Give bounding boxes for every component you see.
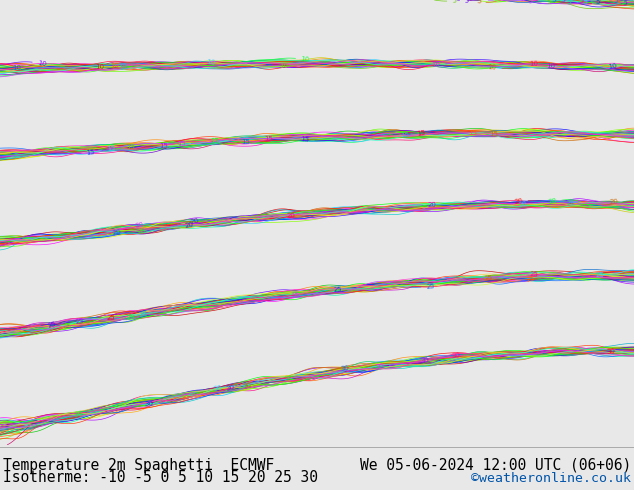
Text: 10: 10 (301, 56, 310, 63)
Text: 20: 20 (184, 221, 194, 229)
Text: ©weatheronline.co.uk: ©weatheronline.co.uk (471, 471, 631, 485)
Text: 10: 10 (206, 59, 216, 66)
Text: 10: 10 (12, 65, 21, 71)
Text: 20: 20 (112, 229, 121, 236)
Text: 15: 15 (107, 145, 116, 152)
Text: 30: 30 (451, 352, 461, 359)
Text: 10: 10 (546, 63, 555, 70)
Text: 20: 20 (566, 200, 575, 206)
Text: 20: 20 (514, 198, 523, 205)
Text: 5: 5 (615, 0, 620, 6)
Text: 15: 15 (417, 130, 426, 137)
Text: 10: 10 (119, 63, 129, 71)
Text: 25: 25 (126, 314, 136, 321)
Text: 30: 30 (420, 357, 430, 364)
Text: 25: 25 (426, 283, 435, 290)
Text: 15: 15 (241, 139, 250, 145)
Text: 30: 30 (340, 365, 350, 372)
Text: 15: 15 (468, 130, 477, 136)
Text: 25: 25 (292, 292, 301, 299)
Text: 5: 5 (595, 0, 600, 5)
Text: 5: 5 (560, 0, 566, 4)
Text: 10: 10 (431, 61, 441, 68)
Text: 25: 25 (333, 286, 342, 293)
Text: 25: 25 (47, 321, 57, 329)
Text: 10: 10 (37, 60, 47, 68)
Text: 5: 5 (623, 0, 628, 6)
Text: 5: 5 (583, 0, 588, 6)
Text: 15: 15 (301, 136, 310, 143)
Text: 25: 25 (107, 315, 115, 320)
Text: 20: 20 (609, 199, 619, 205)
Text: 20: 20 (135, 222, 145, 229)
Text: 30: 30 (284, 375, 294, 382)
Text: We 05-06-2024 12:00 UTC (06+06): We 05-06-2024 12:00 UTC (06+06) (359, 458, 631, 472)
Text: 5: 5 (476, 0, 481, 5)
Text: 25: 25 (63, 322, 72, 330)
Text: 5: 5 (579, 0, 584, 4)
Text: 15: 15 (400, 132, 410, 139)
Text: 5: 5 (621, 0, 626, 4)
Text: 10: 10 (110, 63, 119, 69)
Text: 30: 30 (180, 393, 190, 402)
Text: 30: 30 (73, 410, 83, 418)
Text: 10: 10 (279, 63, 288, 69)
Text: 15: 15 (159, 143, 168, 149)
Text: 20: 20 (137, 227, 146, 235)
Text: 20: 20 (547, 198, 557, 205)
Text: 20: 20 (286, 213, 295, 219)
Text: 5: 5 (614, 0, 618, 4)
Text: 15: 15 (489, 131, 498, 138)
Text: 10: 10 (488, 64, 497, 71)
Text: 30: 30 (375, 363, 385, 370)
Text: 30: 30 (240, 382, 250, 390)
Text: 20: 20 (428, 201, 437, 208)
Text: 5: 5 (547, 0, 551, 5)
Text: 5: 5 (552, 0, 557, 3)
Text: 15: 15 (86, 149, 96, 156)
Text: 25: 25 (526, 276, 535, 283)
Text: 5: 5 (465, 0, 469, 3)
Text: 25: 25 (139, 311, 148, 318)
Text: 15: 15 (177, 141, 186, 147)
Text: 15: 15 (264, 136, 273, 142)
Text: 30: 30 (242, 382, 252, 390)
Text: 30: 30 (605, 348, 615, 355)
Text: 5: 5 (451, 0, 457, 4)
Text: 5: 5 (595, 0, 600, 4)
Text: 10: 10 (95, 64, 105, 70)
Text: 15: 15 (210, 138, 219, 145)
Text: 25: 25 (529, 271, 539, 278)
Text: 30: 30 (145, 400, 153, 407)
Text: Temperature 2m Spaghetti  ECMWF: Temperature 2m Spaghetti ECMWF (3, 458, 275, 472)
Text: 25: 25 (75, 318, 84, 325)
Text: 30: 30 (226, 384, 236, 392)
Text: Isotherme: -10 -5 0 5 10 15 20 25 30: Isotherme: -10 -5 0 5 10 15 20 25 30 (3, 469, 318, 485)
Text: 10: 10 (607, 63, 617, 70)
Text: 5: 5 (527, 0, 533, 5)
Text: 10: 10 (529, 61, 539, 67)
Text: 20: 20 (190, 218, 199, 225)
Text: 20: 20 (519, 201, 528, 208)
Text: 25: 25 (484, 275, 494, 282)
Text: 20: 20 (184, 222, 193, 229)
Text: 5: 5 (566, 0, 571, 5)
Text: 15: 15 (126, 144, 135, 150)
Text: 30: 30 (213, 385, 223, 392)
Text: 25: 25 (595, 272, 604, 278)
